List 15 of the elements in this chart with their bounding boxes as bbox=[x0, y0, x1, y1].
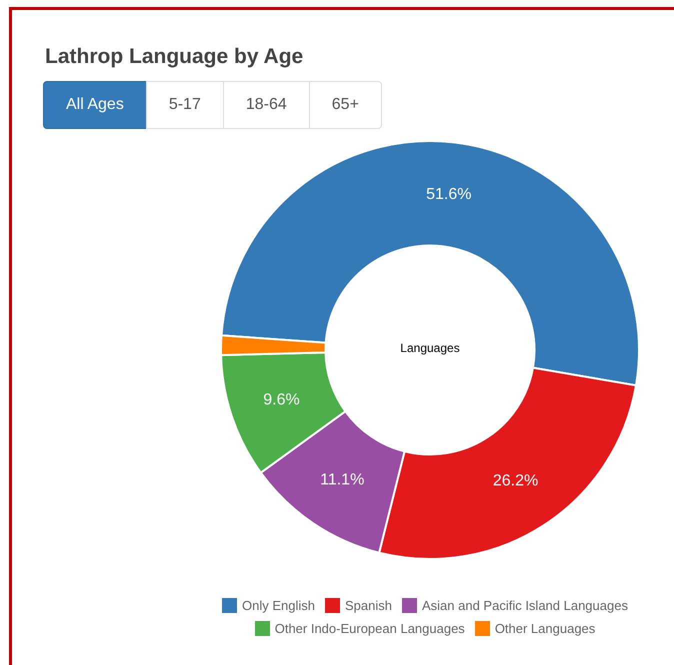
chart-title: Lathrop Language by Age bbox=[45, 45, 304, 69]
text: Languages bbox=[399, 341, 461, 355]
text: All Ages bbox=[43, 81, 147, 129]
legend-label: Other Indo-European Languages bbox=[274, 621, 465, 636]
text: 18-64 bbox=[222, 81, 310, 129]
legend-label: Only English bbox=[242, 598, 315, 613]
legend-label: Other Languages bbox=[494, 621, 596, 636]
legend-label: Spanish bbox=[345, 598, 392, 613]
data-label: 26.2% bbox=[492, 472, 538, 490]
data-label: 9.6% bbox=[263, 392, 300, 409]
data-label: 11.1% bbox=[320, 471, 364, 488]
legend-label: Asian and Pacific Island Languages bbox=[422, 598, 628, 613]
text: 65+ bbox=[308, 81, 382, 129]
data-label: 51.6% bbox=[426, 186, 472, 203]
text: 5-17 bbox=[146, 81, 224, 129]
